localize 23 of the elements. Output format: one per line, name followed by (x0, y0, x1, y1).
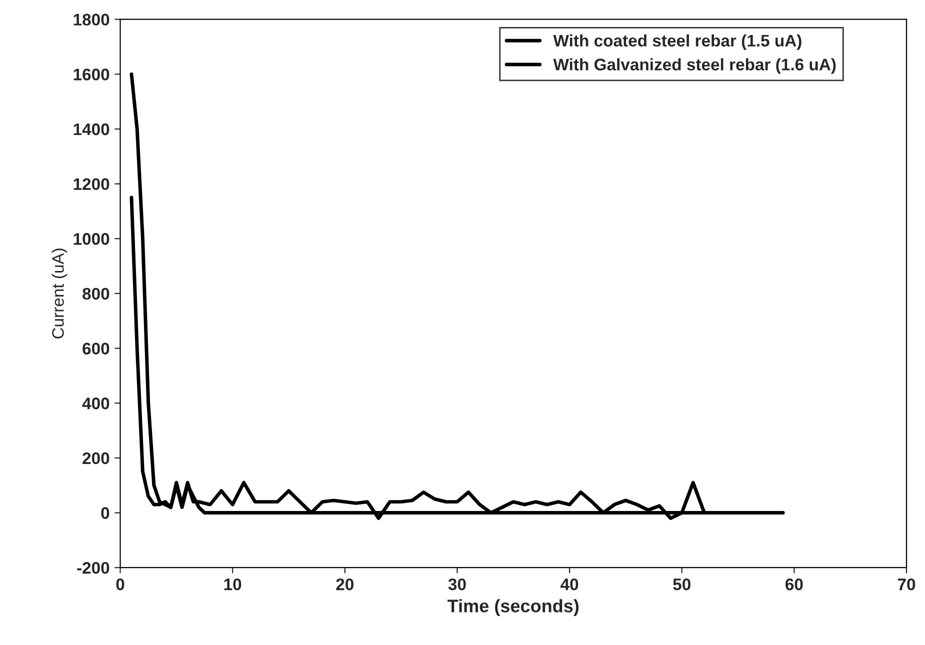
x-tick-label: 70 (898, 578, 916, 590)
y-tick-label: 200 (82, 452, 110, 464)
y-axis-title: Current (uA) (52, 248, 68, 338)
y-tick-label: 1600 (74, 68, 110, 80)
legend-label: With coated steel rebar (1.5 uA) (553, 34, 802, 50)
x-tick-label: 30 (448, 578, 466, 590)
y-tick-label: 1200 (74, 178, 110, 190)
x-tick-label: 40 (560, 578, 578, 590)
y-tick-label: 800 (82, 288, 110, 300)
y-tick-label: 1000 (74, 233, 110, 245)
x-axis-title: Time (seconds) (448, 599, 579, 616)
x-tick-label: 10 (224, 578, 242, 590)
y-tick-label: 400 (82, 398, 110, 410)
legend-label: With Galvanized steel rebar (1.6 uA) (553, 58, 836, 74)
y-tick-label: 1400 (74, 123, 110, 136)
x-tick-label: 20 (336, 578, 354, 590)
y-tick-label: 1800 (74, 14, 110, 26)
x-tick-label: 50 (673, 578, 690, 590)
x-tick-label: 60 (786, 578, 803, 590)
y-tick-label: 0 (101, 507, 110, 519)
x-tick-label: 0 (116, 578, 124, 590)
y-tick-label: 600 (82, 342, 110, 355)
y-tick-label: -200 (77, 562, 110, 574)
